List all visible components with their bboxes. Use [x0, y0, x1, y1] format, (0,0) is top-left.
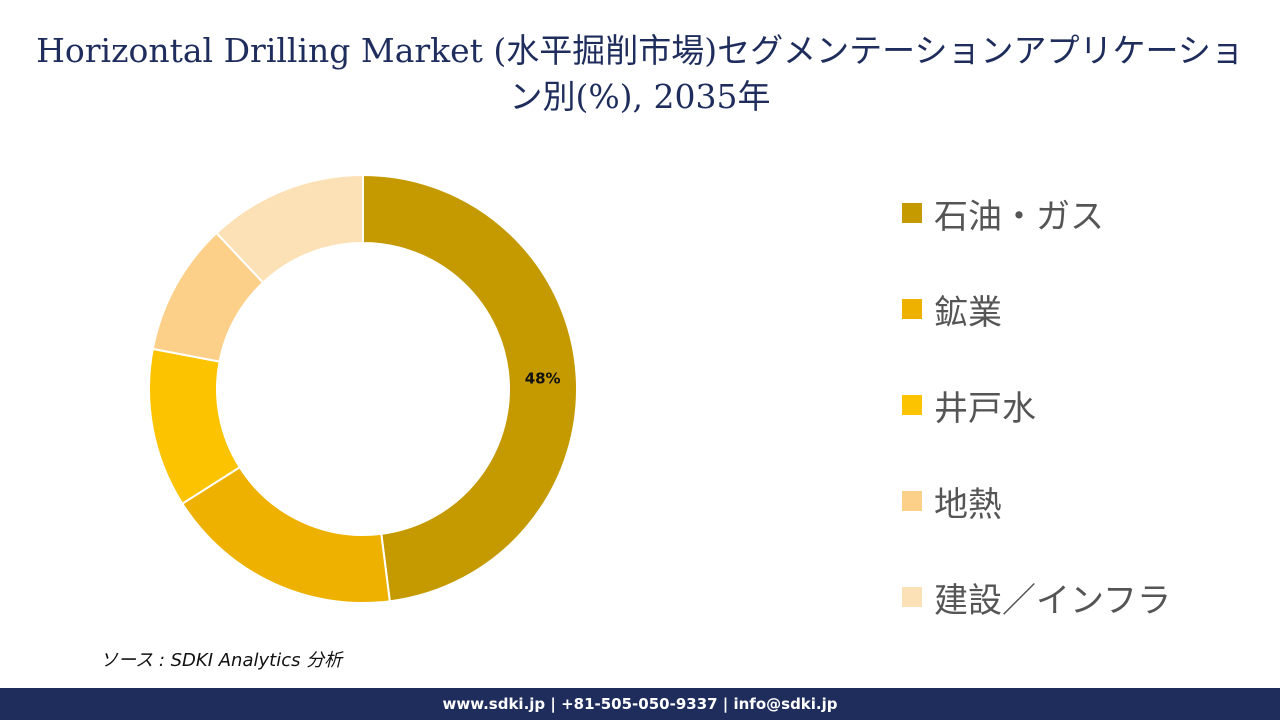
legend-item-1: 石油・ガス [902, 165, 1272, 261]
chart-title: Horizontal Drilling Market (水平掘削市場)セグメンテ… [36, 31, 1244, 116]
legend-swatch [902, 395, 922, 415]
chart-legend: 石油・ガス鉱業井戸水地熱建設／インフラ [902, 165, 1272, 645]
legend-label: 地熱 [934, 484, 1002, 525]
legend-swatch [902, 299, 922, 319]
legend-swatch [902, 203, 922, 223]
donut-slice-2 [180, 465, 391, 604]
legend-swatch [902, 491, 922, 511]
legend-label: 石油・ガス [934, 196, 1104, 237]
legend-item-2: 鉱業 [902, 261, 1272, 357]
legend-swatch [902, 587, 922, 607]
legend-label: 井戸水 [934, 388, 1036, 429]
donut-slice-5 [215, 173, 364, 284]
legend-item-3: 井戸水 [902, 357, 1272, 453]
data-label-1: 48% [525, 370, 561, 388]
legend-item-5: 建設／インフラ [902, 549, 1272, 645]
donut-slice-1 [362, 173, 578, 603]
source-note: ソース : SDKI Analytics 分析 [100, 650, 343, 671]
legend-label: 建設／インフラ [934, 580, 1171, 621]
legend-item-4: 地熱 [902, 453, 1272, 549]
legend-label: 鉱業 [934, 292, 1002, 333]
footer-contact-bar: www.sdki.jp | +81-505-050-9337 | info@sd… [0, 688, 1280, 720]
